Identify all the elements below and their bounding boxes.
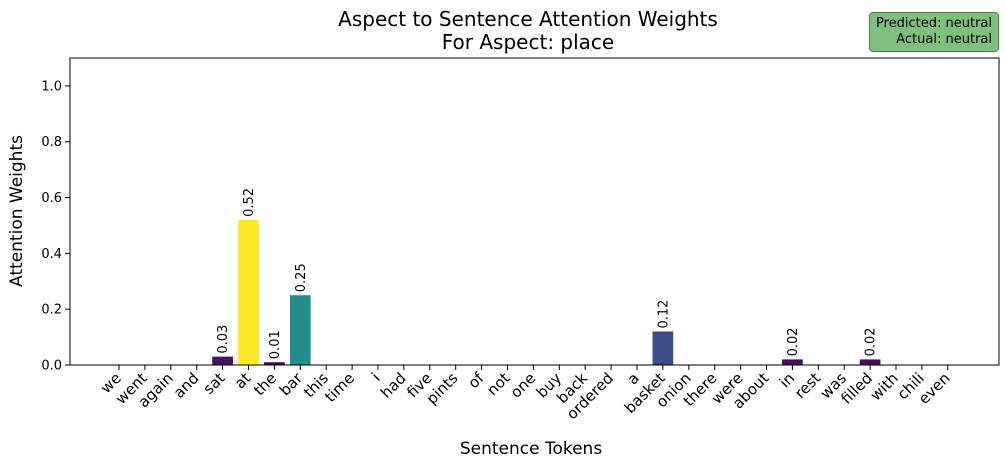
x-axis-label: Sentence Tokens (460, 439, 603, 459)
y-axis-label: Attention Weights (7, 135, 27, 287)
bar-labels-group: 0.03 0.52 0.01 0.25 0.12 0.02 0.02 (216, 188, 879, 359)
bar-bar (289, 295, 311, 365)
x-tick-label: rest (791, 369, 824, 402)
bar-value-label: 0.03 (216, 325, 231, 354)
bar-sat (212, 356, 233, 365)
x-tick-label: sat (200, 369, 229, 398)
y-tick-label: 1.0 (41, 79, 62, 94)
x-tick-label: at (231, 369, 254, 392)
bar-basket (652, 331, 674, 365)
plot-frame (69, 57, 1000, 366)
bar-the (264, 362, 285, 365)
bar-filled (859, 359, 881, 365)
bar-value-label: 0.52 (242, 188, 257, 217)
x-tick-label: i (368, 369, 384, 385)
x-tick-label: had (377, 369, 410, 402)
y-tick-label: 0.0 (41, 359, 62, 374)
bar-value-label: 0.12 (656, 300, 671, 329)
chart-subtitle: For Aspect: place (442, 30, 614, 54)
bar-at (238, 219, 259, 365)
y-tick-label: 0.2 (41, 303, 62, 318)
bar-value-label: 0.01 (268, 330, 283, 359)
y-tick-label: 0.6 (41, 191, 62, 206)
prediction-info-box: Predicted: neutral Actual: neutral (868, 12, 999, 52)
bars-group (212, 219, 881, 365)
chart-title: Aspect to Sentence Attention Weights (338, 7, 718, 31)
y-axis-ticks: 0.0 0.2 0.4 0.6 0.8 1.0 (41, 79, 70, 374)
y-tick-label: 0.8 (41, 135, 62, 150)
actual-label: Actual: neutral (896, 32, 992, 47)
y-tick-label: 0.4 (41, 247, 62, 262)
predicted-label: Predicted: neutral (875, 16, 992, 31)
x-tick-label: the (250, 369, 280, 399)
x-tick-label: and (170, 369, 203, 402)
bar-in (782, 359, 803, 365)
bar-value-label: 0.02 (864, 327, 879, 356)
bar-value-label: 0.02 (786, 327, 801, 356)
x-tick-label: not (483, 369, 513, 399)
x-tick-label: time (321, 369, 358, 406)
x-tick-label: bar (276, 369, 307, 400)
bar-value-label: 0.25 (294, 263, 309, 292)
x-tick-label: one (507, 369, 539, 401)
